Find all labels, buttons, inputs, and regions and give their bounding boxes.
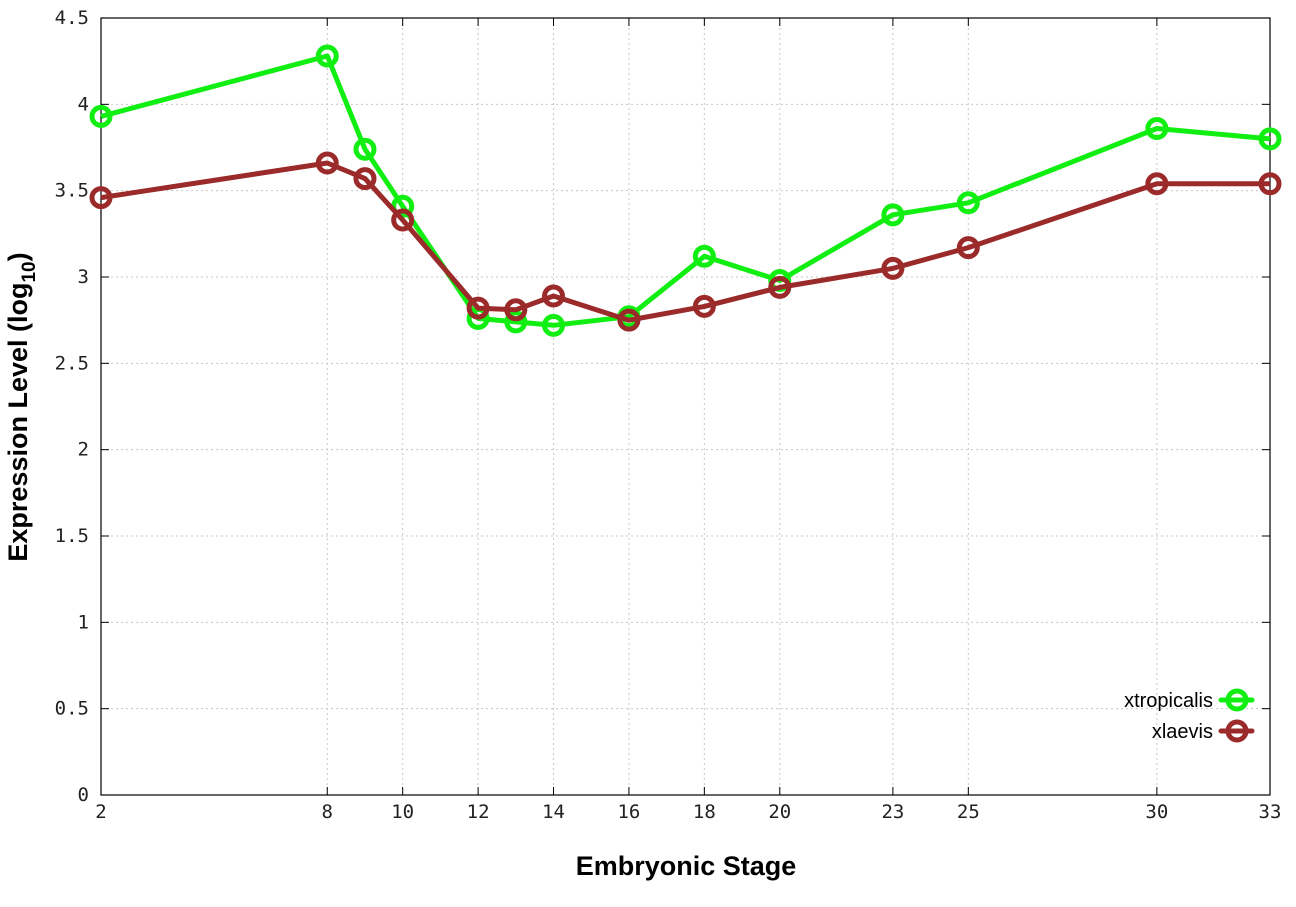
x-tick-label: 14 xyxy=(542,801,565,823)
data-point-xlaevis xyxy=(353,167,377,191)
x-tick-label: 20 xyxy=(768,801,791,823)
series-xlaevis xyxy=(89,151,1282,332)
x-tick-label: 2 xyxy=(95,801,106,823)
x-tick-label: 10 xyxy=(391,801,414,823)
x-tick-label: 12 xyxy=(467,801,490,823)
y-axis-title: Expression Level (log10) xyxy=(3,252,40,561)
data-point-xlaevis xyxy=(89,186,113,210)
legend-marker-xlaevis xyxy=(1225,719,1249,743)
data-point-xlaevis xyxy=(315,151,339,175)
y-tick-label: 4 xyxy=(78,93,89,115)
x-tick-label: 30 xyxy=(1145,801,1168,823)
x-tick-label: 16 xyxy=(617,801,640,823)
y-tick-label: 3.5 xyxy=(55,180,89,202)
series-xtropicalis xyxy=(89,44,1282,337)
legend: xtropicalis xlaevis xyxy=(1124,688,1255,743)
data-point-xlaevis xyxy=(1258,172,1282,196)
data-point-xlaevis xyxy=(504,298,528,322)
data-point-xlaevis xyxy=(1145,172,1169,196)
y-axis-title-main: Expression Level (log xyxy=(3,283,33,562)
y-axis-title-subscript: 10 xyxy=(19,261,40,282)
data-point-xtropicalis xyxy=(1145,117,1169,141)
x-tick-label: 18 xyxy=(693,801,716,823)
data-point-xlaevis xyxy=(692,294,716,318)
y-tick-label: 1.5 xyxy=(55,525,89,547)
legend-label-xlaevis: xlaevis xyxy=(1152,721,1213,743)
legend-label-xtropicalis: xtropicalis xyxy=(1124,690,1213,712)
y-tick-label: 4.5 xyxy=(55,7,89,29)
y-tick-label: 2 xyxy=(78,439,89,461)
y-tick-label: 0.5 xyxy=(55,698,89,720)
series-layer xyxy=(89,44,1282,337)
y-tick-label: 0 xyxy=(78,784,89,806)
data-point-xtropicalis xyxy=(881,203,905,227)
x-tick-label: 33 xyxy=(1259,801,1282,823)
legend-marker-xtropicalis xyxy=(1225,688,1249,712)
data-point-xtropicalis xyxy=(542,313,566,337)
data-point-xlaevis xyxy=(956,236,980,260)
data-point-xlaevis xyxy=(617,308,641,332)
x-axis-title: Embryonic Stage xyxy=(576,851,797,881)
y-axis-title-close: ) xyxy=(3,252,33,261)
data-point-xlaevis xyxy=(768,275,792,299)
data-point-xlaevis xyxy=(881,256,905,280)
data-point-xlaevis xyxy=(391,208,415,232)
data-point-xtropicalis xyxy=(391,194,415,218)
data-point-xtropicalis xyxy=(353,137,377,161)
y-tick-label: 2.5 xyxy=(55,352,89,374)
data-point-xlaevis xyxy=(466,296,490,320)
plot-frame xyxy=(100,17,1271,796)
x-tick-label: 8 xyxy=(322,801,333,823)
y-tick-label: 1 xyxy=(78,611,89,633)
y-tick-label: 3 xyxy=(78,266,89,288)
data-point-xtropicalis xyxy=(504,310,528,334)
data-point-xtropicalis xyxy=(692,244,716,268)
x-tick-label: 25 xyxy=(957,801,980,823)
grid xyxy=(101,18,1270,795)
axis-ticks: 0 0.5 1 1.5 2 2.5 3 3.5 4 4.5 2 8 10 12 14 16 18 20 23 25 30… xyxy=(55,7,1282,823)
data-point-xtropicalis xyxy=(956,191,980,215)
x-tick-label: 23 xyxy=(881,801,904,823)
data-point-xtropicalis xyxy=(1258,127,1282,151)
data-point-xtropicalis xyxy=(89,104,113,128)
series-line-xlaevis xyxy=(100,160,1270,323)
data-point-xlaevis xyxy=(542,284,566,308)
data-point-xtropicalis xyxy=(315,44,339,68)
